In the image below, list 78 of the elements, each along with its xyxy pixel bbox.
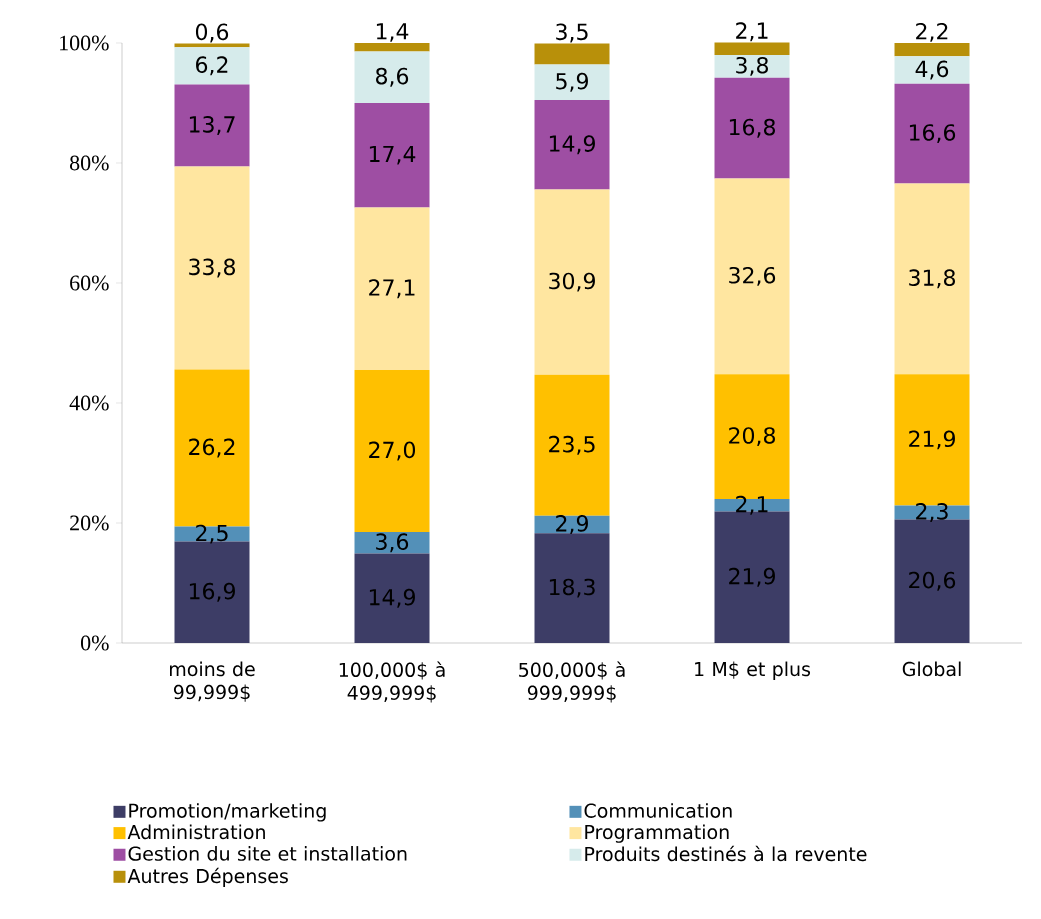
data-label: 8,6 <box>376 67 409 87</box>
bar <box>354 42 430 52</box>
data-label: 27,1 <box>369 279 415 299</box>
legend-label: Produits destinés à la revente <box>585 845 867 862</box>
data-label: 4,6 <box>915 60 949 80</box>
bar <box>534 189 610 375</box>
data-label: 0,6 <box>195 23 229 43</box>
bar <box>534 374 610 516</box>
data-label: 30,9 <box>549 272 595 292</box>
bar <box>534 533 610 643</box>
bar <box>714 77 790 179</box>
bar <box>534 64 610 100</box>
y-tick-label: 100% <box>60 35 109 51</box>
bar <box>714 42 790 55</box>
data-label: 2,3 <box>916 503 948 522</box>
bar <box>894 56 970 84</box>
legend-label: Communication <box>584 803 732 818</box>
legend-label: Promotion/marketing <box>129 803 326 822</box>
data-label: 3,8 <box>736 56 768 76</box>
data-label: 3,5 <box>556 23 588 43</box>
x-tick-label: 1 M$ et plus <box>695 661 811 680</box>
data-label: 5,9 <box>556 72 588 92</box>
legend-label: Administration <box>127 824 265 840</box>
bar <box>174 166 250 370</box>
legend-label: Autres Dépenses <box>127 867 288 887</box>
bar <box>354 51 430 103</box>
data-label: 13,7 <box>189 116 235 135</box>
bar <box>894 42 970 57</box>
y-tick-label: 20% <box>70 515 109 531</box>
y-tick-label: 40% <box>69 395 109 411</box>
bar <box>534 99 610 190</box>
bar <box>894 183 970 375</box>
data-label: 26,2 <box>189 438 235 458</box>
bar <box>174 47 250 85</box>
data-label: 16,9 <box>189 582 235 602</box>
y-tick-label: 80% <box>69 155 109 171</box>
bar <box>534 43 610 65</box>
x-tick-label: 100,000$ à 499,999$ <box>339 661 445 703</box>
data-label: 2,2 <box>916 22 948 42</box>
y-tick-label: 0% <box>80 635 109 651</box>
data-label: 2,1 <box>736 22 768 42</box>
data-label: 6,2 <box>196 56 228 76</box>
legend-label: Gestion du site et installation <box>128 846 407 861</box>
x-tick-label: Global <box>902 661 961 677</box>
bar <box>174 526 250 542</box>
data-label: 20,8 <box>729 427 775 447</box>
data-label: 2,9 <box>556 515 588 534</box>
bar <box>354 553 430 643</box>
data-label: 32,6 <box>729 266 776 286</box>
data-label: 20,6 <box>909 571 956 591</box>
data-label: 31,8 <box>909 269 955 289</box>
data-label: 14,9 <box>369 588 415 608</box>
data-label: 21,9 <box>909 430 955 450</box>
bar <box>714 54 790 78</box>
data-label: 14,9 <box>549 135 595 155</box>
x-tick-label: 500,000$ à 999,999$ <box>519 661 625 703</box>
bar <box>714 178 790 375</box>
bar <box>354 102 430 208</box>
bar <box>894 83 970 184</box>
data-label: 18,3 <box>549 578 595 598</box>
bar <box>354 532 430 554</box>
data-label: 16,6 <box>909 124 956 144</box>
data-label: 2,1 <box>736 495 768 515</box>
bar <box>354 207 430 370</box>
data-label: 1,4 <box>376 23 409 42</box>
x-tick-label: moins de 99,999$ <box>170 661 255 702</box>
data-label: 33,8 <box>189 258 235 278</box>
data-label: 23,5 <box>549 435 595 455</box>
legend-label: Programmation <box>585 824 729 843</box>
y-tick-label: 60% <box>70 275 109 291</box>
data-label: 2,5 <box>196 524 228 544</box>
data-label: 27,0 <box>369 441 416 461</box>
data-label: 16,8 <box>729 118 775 138</box>
data-label: 21,9 <box>729 567 775 587</box>
bar <box>174 84 250 167</box>
data-label: 17,4 <box>369 145 416 165</box>
data-label: 3,6 <box>376 533 409 553</box>
bar <box>354 370 430 532</box>
